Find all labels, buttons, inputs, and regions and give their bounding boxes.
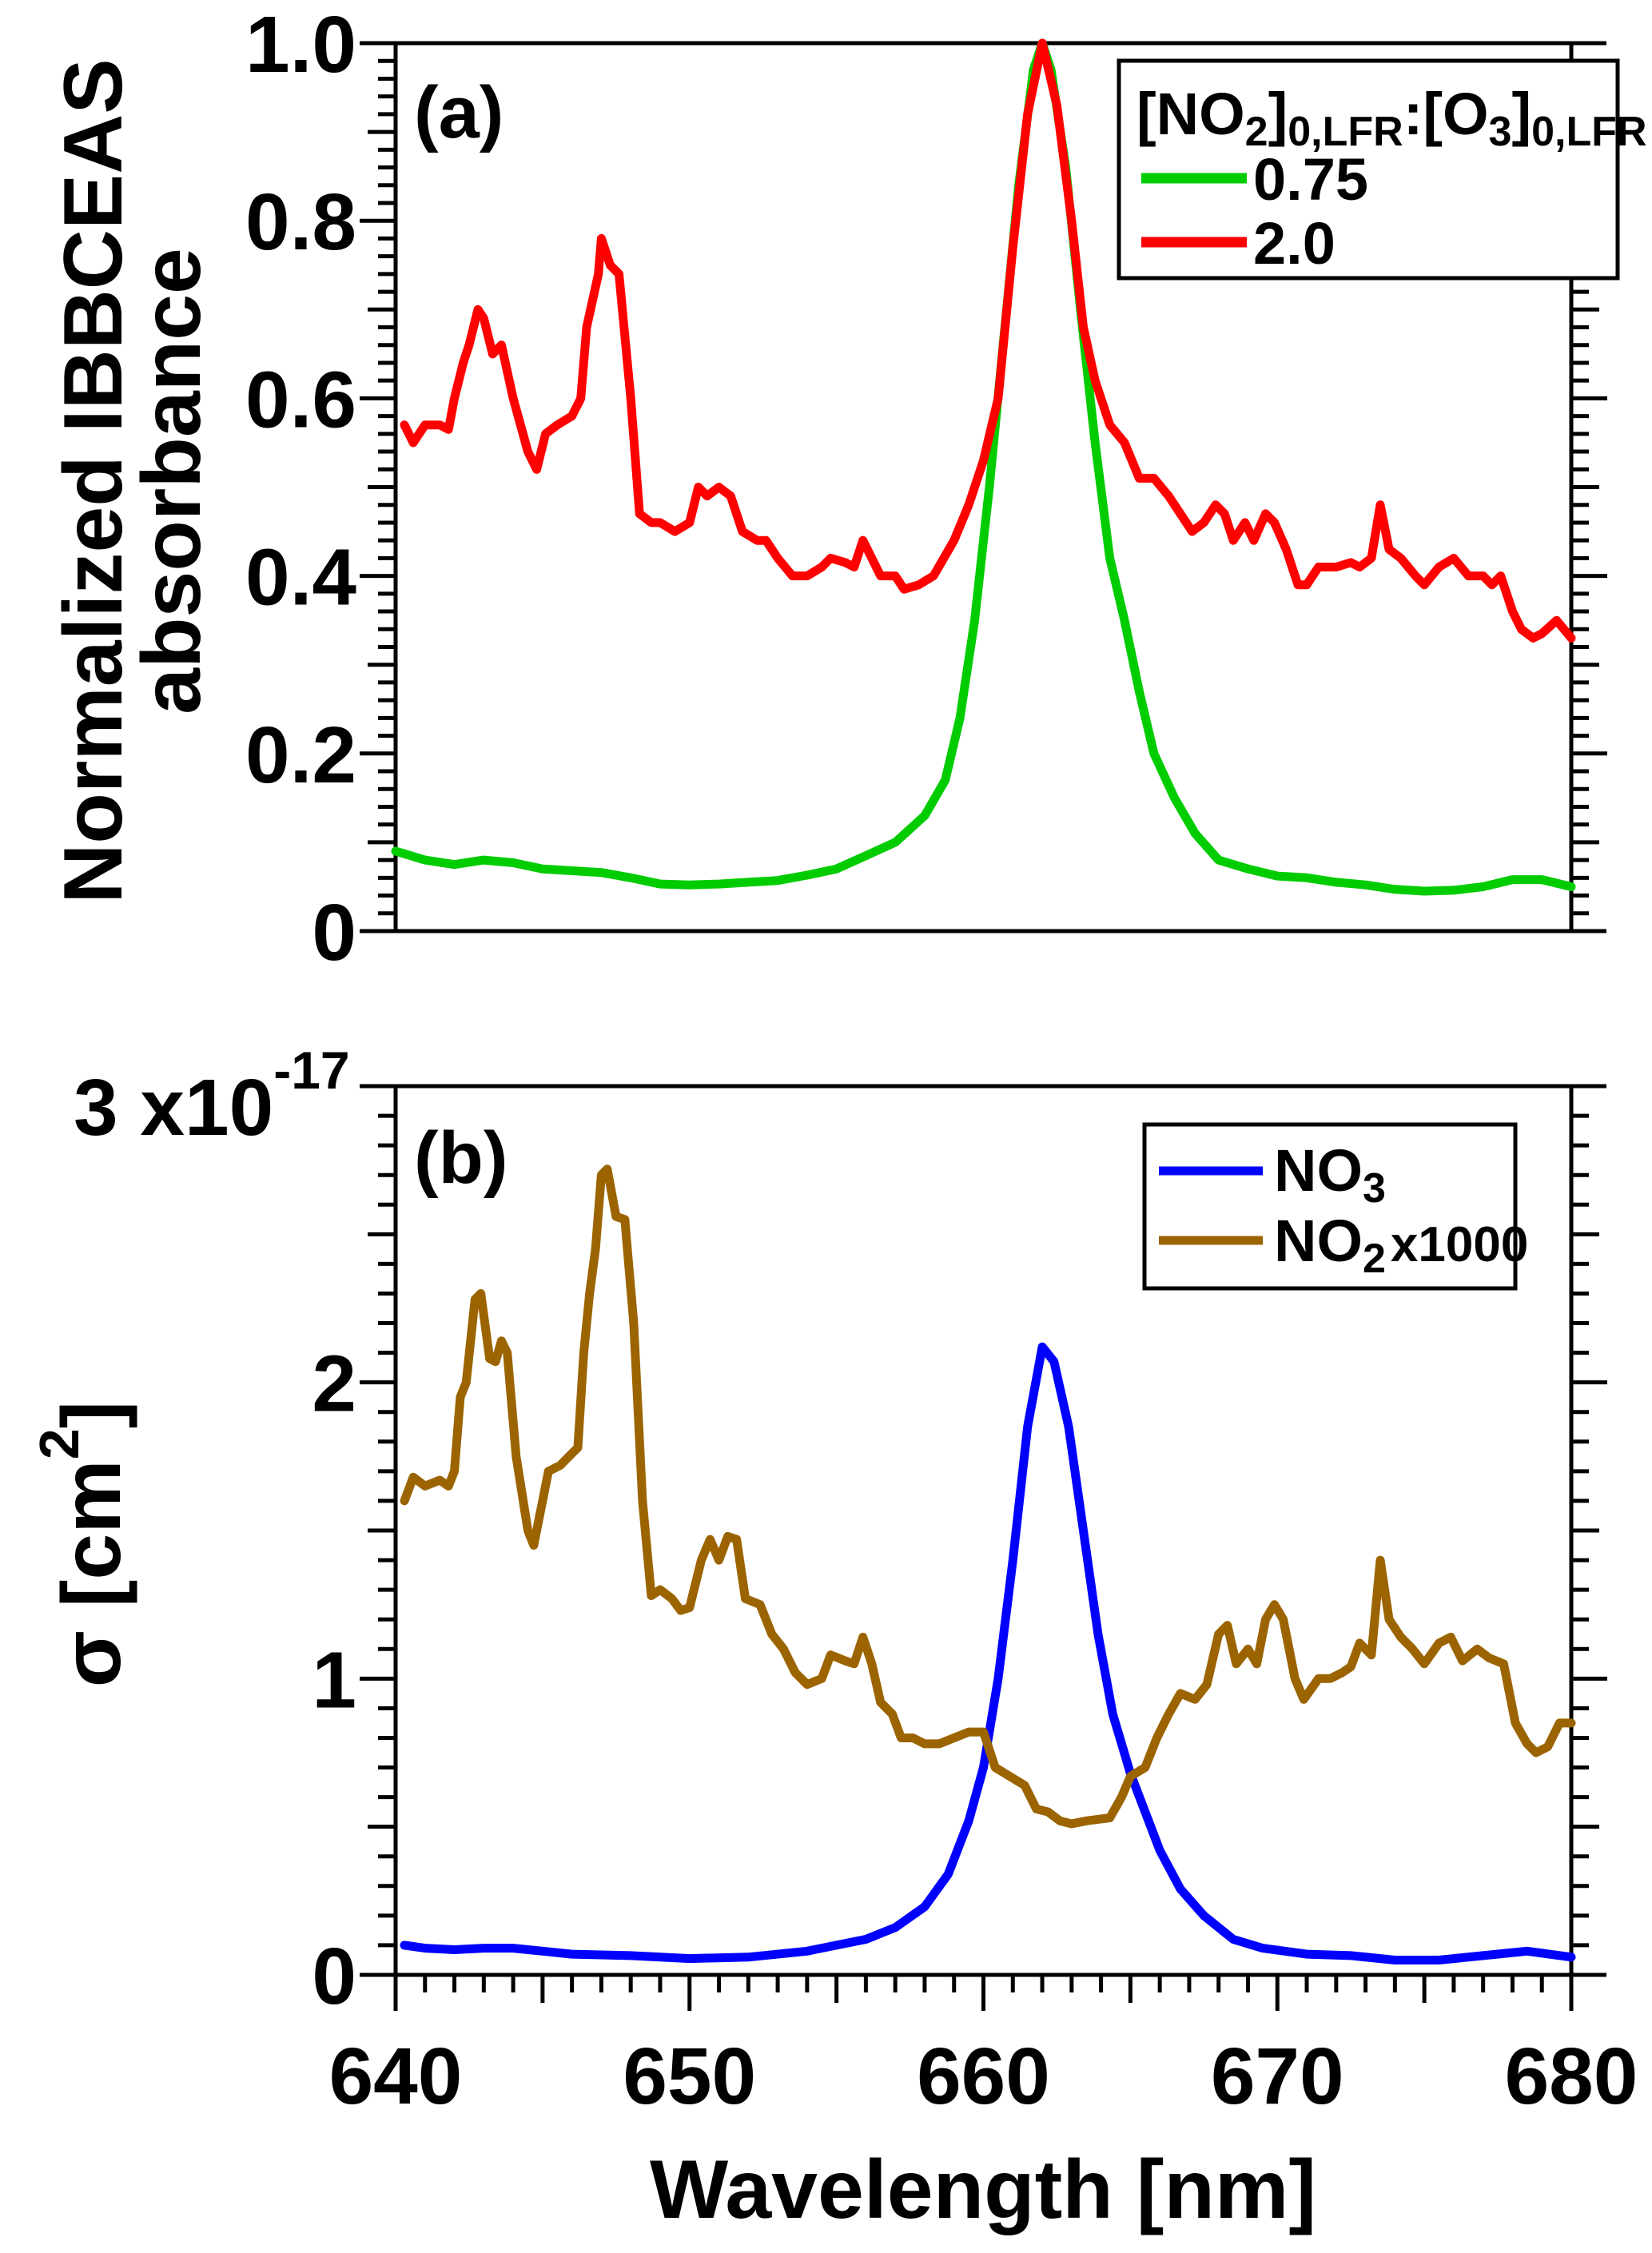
y-tick-label: 2 [312,1339,356,1429]
y-tick-label: 0.4 [245,533,356,623]
y-tick-label: 0 [312,1932,356,2021]
y-tick-label: 1.0 [245,0,356,90]
legend-label-0.75: 0.75 [1253,146,1368,213]
panel-b-label: (b) [414,1117,508,1199]
x-tick-label: 650 [623,2032,756,2121]
y-tick-label: 0.2 [245,711,356,800]
x-tick-label: 670 [1211,2032,1344,2121]
series-line-b-0 [400,1342,1576,1964]
y-tick-label: 0.6 [245,355,356,444]
panel-a-ylabel: Normalized IBBCEAS absorbance [47,58,218,904]
y-multiplier: 3 x10-17 [74,1041,350,1152]
y-tick-label: 0.8 [245,177,356,267]
panel-b-ylabel: σ [cm2] [28,1401,138,1688]
panel-b-axes: 0 1 2 640 650 660 670 680 [312,1084,1638,2121]
panel-a-ylabel-line1: Normalized IBBCEAS [47,58,140,904]
legend-title: [NO2]0,LFR:[O3]0,LFR [1136,81,1647,155]
series-line-a-1 [400,38,1576,643]
legend-label-no3: NO3 [1274,1137,1386,1212]
panel-b-series [400,1164,1576,1964]
panel-a-legend: [NO2]0,LFR:[O3]0,LFR 0.75 2.0 [1117,58,1647,281]
panel-a-ylabel-line2: absorbance [125,248,218,715]
x-tick-label: 640 [329,2032,463,2121]
panel-a-series [391,38,1576,896]
legend-label-no2: NO2​x1000 [1274,1208,1528,1282]
panel-a-label: (a) [414,72,504,153]
y-tick-label: 1 [312,1635,356,1725]
legend-box [1142,1122,1518,1291]
x-axis-title: Wavelength [nm] [650,2144,1316,2236]
series-line-b-1 [400,1164,1576,1829]
x-tick-label: 660 [917,2032,1050,2121]
legend-label-2.0: 2.0 [1253,210,1336,277]
panel-b-legend: NO3 NO2​x1000 [1142,1122,1528,1291]
panel-a: 0 0.2 0.4 0.6 0.8 1.0 (a) Normalized IBBCEAS … [47,0,1647,977]
y-tick-label: 0 [312,888,356,977]
x-tick-label: 680 [1505,2032,1638,2121]
panel-a-axes: 0 0.2 0.4 0.6 0.8 1.0 [245,0,1607,977]
